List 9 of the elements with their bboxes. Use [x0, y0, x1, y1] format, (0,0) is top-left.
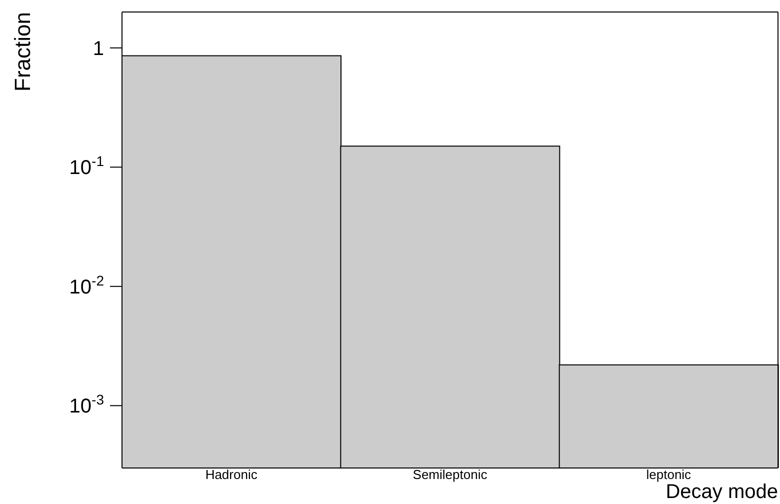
x-tick-label: Semileptonic	[412, 467, 488, 482]
x-axis-title: Decay mode	[666, 481, 778, 503]
x-tick-label: leptonic	[646, 467, 692, 482]
y-tick-label: 10$^{-3}$	[69, 392, 104, 418]
y-tick-label: 10$^{-2}$	[69, 272, 104, 298]
x-tick-label: Hadronic	[205, 467, 258, 482]
y-axis-title: Fraction	[10, 12, 35, 92]
y-tick-label: 1	[92, 38, 104, 60]
y-tick-label: 10$^{-1}$	[69, 153, 104, 180]
